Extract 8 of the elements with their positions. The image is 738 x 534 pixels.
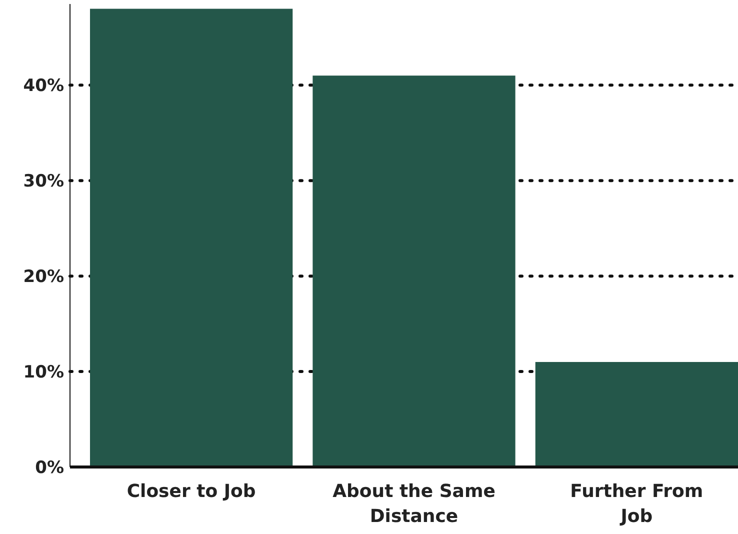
x-tick-label: About the Same Distance	[332, 481, 496, 527]
y-tick-label: 40%	[23, 76, 64, 96]
x-tick-label: Further From Job	[570, 481, 704, 527]
y-tick-label: 10%	[23, 362, 64, 382]
y-tick-label: 0%	[35, 458, 64, 478]
y-tick-label: 20%	[23, 267, 64, 288]
y-tick-label: 30%	[23, 172, 64, 192]
x-tick-label: Closer to Job	[126, 481, 256, 502]
